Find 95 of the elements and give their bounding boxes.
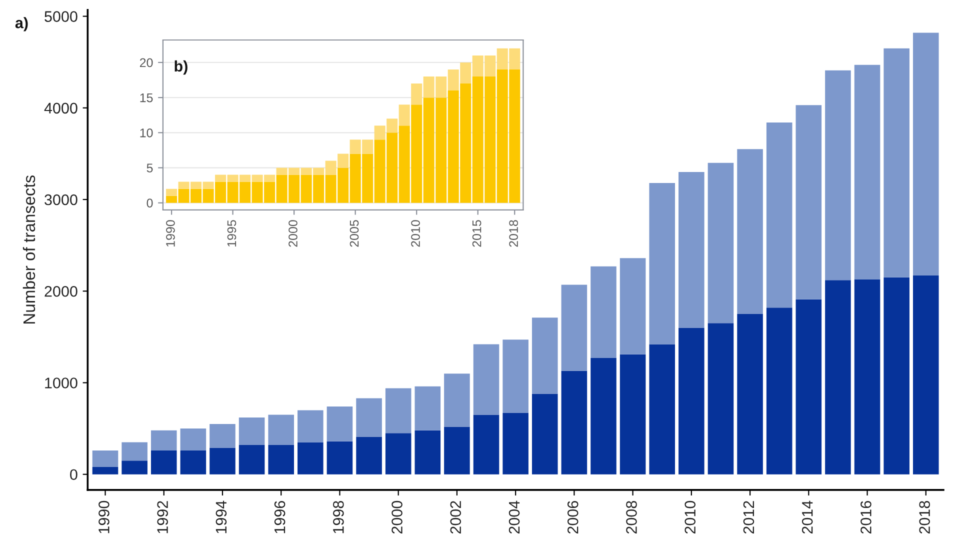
x-tick-label: 1994 <box>216 500 227 534</box>
bar <box>766 122 792 308</box>
bar <box>532 318 558 394</box>
bar <box>561 370 588 474</box>
bar <box>298 442 324 474</box>
bar <box>561 284 588 371</box>
bar <box>268 445 294 474</box>
y-tick-label: 5 <box>146 164 153 172</box>
y-tick-label: 10 <box>140 128 153 138</box>
bar <box>649 344 676 474</box>
y-tick-label: 20 <box>140 58 153 68</box>
bar <box>356 398 382 437</box>
x-tick-label: 2010 <box>684 500 696 534</box>
bar <box>180 450 206 474</box>
bar <box>825 280 851 474</box>
x-tick-label: 1996 <box>274 500 286 534</box>
bar <box>532 394 558 474</box>
bar <box>825 70 851 280</box>
y-tick-label: 4000 <box>44 102 78 114</box>
y-tick-label: 0 <box>146 198 153 208</box>
x-tick-label: 2000 <box>392 500 402 534</box>
bar <box>796 105 822 300</box>
y-tick-label: 15 <box>140 93 153 102</box>
x-tick-label: 2014 <box>802 500 813 534</box>
bar <box>502 340 528 413</box>
bar <box>122 460 148 474</box>
bar <box>238 418 265 446</box>
bar <box>444 426 470 474</box>
bar <box>385 388 412 434</box>
bar <box>649 183 676 344</box>
bar <box>414 386 441 430</box>
bar <box>298 410 324 442</box>
bar <box>620 354 646 474</box>
bar <box>92 467 118 474</box>
bar <box>678 328 704 474</box>
bar <box>708 162 734 324</box>
bar <box>737 314 763 474</box>
bar <box>590 266 616 358</box>
bar <box>473 344 500 415</box>
bar <box>473 414 500 474</box>
bar <box>620 258 646 354</box>
bar <box>210 448 236 474</box>
bar <box>796 299 822 474</box>
x-tick-label: 2004 <box>508 500 520 534</box>
x-tick-label: 2010 <box>411 220 420 247</box>
text: a) <box>15 17 28 32</box>
bar <box>92 450 118 468</box>
x-tick-label: 1995 <box>227 220 236 246</box>
x-tick-label: 1990 <box>98 500 110 534</box>
bar <box>854 64 880 280</box>
bar <box>180 428 206 451</box>
bar <box>854 279 880 474</box>
bar <box>502 412 528 474</box>
bar <box>678 172 704 328</box>
x-tick-label: 2008 <box>626 500 637 534</box>
bar <box>326 441 353 474</box>
bar <box>912 276 939 474</box>
x-tick-label: 2002 <box>450 501 462 534</box>
x-tick-label: 2000 <box>288 220 298 247</box>
x-tick-label: 2005 <box>350 220 359 247</box>
bar <box>912 32 939 276</box>
bar <box>122 442 148 461</box>
x-tick-label: 2016 <box>860 500 872 534</box>
bar <box>268 414 294 446</box>
bar <box>150 450 177 474</box>
y-axis-title: Number of transects <box>22 175 36 324</box>
x-tick-label: 1990 <box>166 220 175 246</box>
bar <box>737 149 763 314</box>
bar <box>385 433 412 474</box>
bar <box>444 374 470 427</box>
bar <box>708 323 734 474</box>
bar <box>356 436 382 474</box>
y-tick-label: 1000 <box>45 378 78 388</box>
y-tick-label: 2000 <box>44 286 78 297</box>
y-tick-label: 3000 <box>44 194 78 206</box>
x-tick-label: 2012 <box>743 501 754 534</box>
bar <box>884 48 910 278</box>
bar <box>326 406 353 442</box>
bar <box>166 188 178 196</box>
y-tick-label: 0 <box>70 469 78 480</box>
x-tick-label: 1992 <box>157 501 168 534</box>
bar <box>884 277 910 474</box>
x-tick-label: 2015 <box>472 220 482 247</box>
bar <box>590 358 616 474</box>
bar <box>414 430 441 474</box>
bar <box>766 308 792 474</box>
x-tick-label: 2006 <box>567 500 578 534</box>
y-tick-label: 5000 <box>44 11 78 22</box>
annotation: b) <box>174 60 188 75</box>
x-tick-label: 2018 <box>919 500 930 534</box>
bar <box>150 430 177 451</box>
bar <box>210 424 236 448</box>
x-tick-label: 2018 <box>509 220 518 247</box>
bar <box>238 445 265 474</box>
x-tick-label: 1998 <box>333 500 344 534</box>
